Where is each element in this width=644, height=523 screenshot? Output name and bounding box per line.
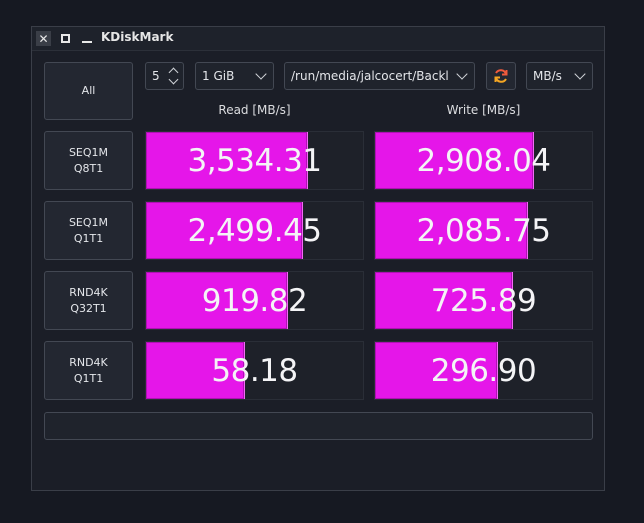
refresh-icon <box>494 69 508 83</box>
write-value: 2,908.04 <box>416 142 551 179</box>
path-select[interactable]: /run/media/jalcocert/Backl <box>284 62 475 90</box>
chevron-down-icon <box>574 68 586 80</box>
read-column-header: Read [MB/s] <box>218 103 291 117</box>
write-column-header: Write [MB/s] <box>446 103 521 117</box>
write-result: 296.90 <box>374 341 593 400</box>
write-bar-fill <box>375 272 513 329</box>
count-spinbox[interactable]: 5 <box>145 62 184 90</box>
read-value: 58.18 <box>211 352 298 389</box>
window-title: KDiskMark <box>101 30 174 44</box>
maximize-icon[interactable] <box>58 31 73 46</box>
test-button[interactable]: SEQ1M Q1T1 <box>44 201 133 260</box>
read-result: 3,534.31 <box>145 131 364 190</box>
write-bar-fill <box>375 132 535 189</box>
write-result: 2,908.04 <box>374 131 593 190</box>
write-value: 2,085.75 <box>416 212 551 249</box>
size-value: 1 GiB <box>202 69 235 83</box>
chevron-down-icon <box>255 68 267 80</box>
chevron-down-icon <box>456 68 468 80</box>
write-result: 2,085.75 <box>374 201 593 260</box>
read-value: 3,534.31 <box>187 142 322 179</box>
read-bar-fill <box>146 202 304 259</box>
write-result: 725.89 <box>374 271 593 330</box>
test-button[interactable]: RND4K Q1T1 <box>44 341 133 400</box>
unit-select[interactable]: MB/s <box>526 62 593 90</box>
title-bar: ✕ KDiskMark <box>32 27 604 51</box>
all-button[interactable]: All <box>44 62 133 120</box>
path-value: /run/media/jalcocert/Backl <box>291 69 449 83</box>
size-select[interactable]: 1 GiB <box>195 62 274 90</box>
read-value: 2,499.45 <box>187 212 322 249</box>
test-button[interactable]: SEQ1M Q8T1 <box>44 131 133 190</box>
read-result: 2,499.45 <box>145 201 364 260</box>
read-result: 919.82 <box>145 271 364 330</box>
close-icon[interactable]: ✕ <box>36 31 51 46</box>
read-bar-fill <box>146 132 308 189</box>
read-result: 58.18 <box>145 341 364 400</box>
write-value: 296.90 <box>430 352 537 389</box>
progress-bar <box>44 412 593 440</box>
count-value: 5 <box>152 69 160 83</box>
write-bar-fill <box>375 202 528 259</box>
write-value: 725.89 <box>430 282 537 319</box>
spin-arrows-icon[interactable] <box>168 66 179 86</box>
minimize-icon[interactable] <box>79 31 94 46</box>
kdiskmark-window: ✕ KDiskMark All 5 1 GiB /run/media/jalco… <box>31 26 605 491</box>
write-bar-fill <box>375 342 498 399</box>
unit-value: MB/s <box>533 69 562 83</box>
refresh-button[interactable] <box>486 62 516 90</box>
test-button[interactable]: RND4K Q32T1 <box>44 271 133 330</box>
read-value: 919.82 <box>201 282 308 319</box>
read-bar-fill <box>146 342 245 399</box>
read-bar-fill <box>146 272 289 329</box>
